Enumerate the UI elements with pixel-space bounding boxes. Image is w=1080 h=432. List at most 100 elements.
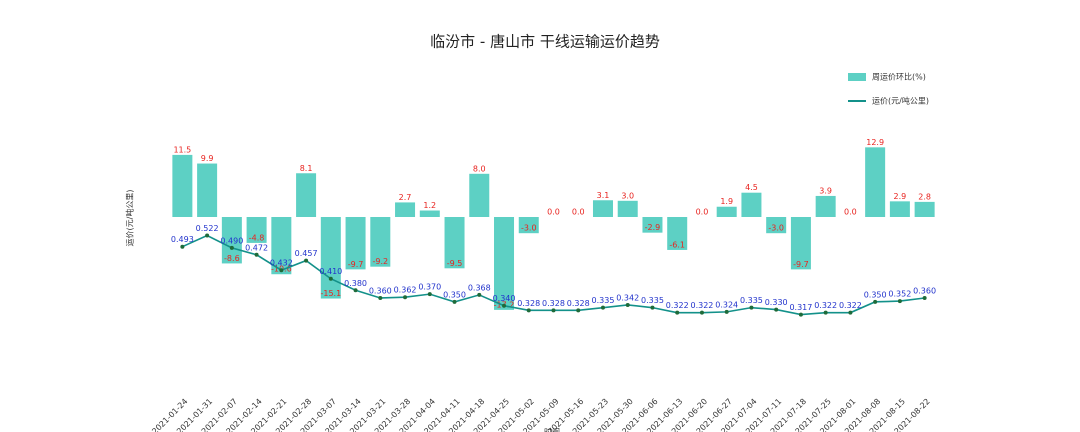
line-value-label: 0.322: [814, 301, 837, 310]
line-point: [699, 310, 704, 315]
line-point: [897, 299, 902, 304]
y-axis-label: 运价(元/吨公里): [125, 190, 135, 247]
line-point: [774, 307, 779, 312]
line-point: [848, 310, 853, 315]
bar-value-label: -8.6: [224, 254, 240, 263]
line-point: [427, 292, 432, 297]
bar: [914, 201, 935, 217]
bar-value-label: -9.2: [373, 257, 389, 266]
bar-value-label: 8.1: [300, 164, 313, 173]
line-point: [353, 288, 358, 293]
bar-value-label: -6.1: [669, 240, 685, 249]
line-value-label: 0.342: [616, 293, 639, 302]
legend-label: 周运价环比(%): [872, 72, 926, 82]
bar: [221, 217, 242, 264]
bar: [617, 200, 638, 217]
bar: [865, 147, 886, 217]
line-value-label: 0.360: [913, 287, 936, 296]
bar: [592, 200, 613, 217]
bar: [197, 163, 218, 217]
bar-value-label: 12.9: [866, 138, 884, 147]
line-value-label: 0.322: [690, 301, 713, 310]
line-value-label: 0.352: [888, 290, 911, 299]
line-value-label: 0.522: [196, 224, 219, 233]
bar: [370, 217, 391, 267]
bar: [172, 154, 193, 217]
line-point: [477, 292, 482, 297]
bar: [246, 217, 267, 243]
bar-value-label: 0.0: [696, 208, 709, 217]
line-point: [675, 310, 680, 315]
line-point: [279, 268, 284, 273]
bar-value-label: 1.2: [423, 201, 436, 210]
bar: [444, 217, 465, 269]
line-point: [600, 305, 605, 310]
chart-title: 临汾市 - 唐山市 干线运输运价趋势: [430, 33, 660, 51]
line-value-label: 0.368: [468, 283, 491, 292]
bar-value-label: 11.5: [173, 145, 191, 154]
line-point: [205, 233, 210, 238]
line-value-label: 0.335: [740, 296, 763, 305]
bar: [395, 202, 416, 217]
bar-value-label: -2.9: [645, 223, 661, 232]
line-point: [502, 303, 507, 308]
line-value-label: 0.410: [319, 267, 342, 276]
bar-value-label: -9.7: [793, 260, 809, 269]
line-point: [576, 308, 581, 313]
bar: [419, 210, 440, 217]
line-value-label: 0.322: [666, 301, 689, 310]
line-point: [304, 258, 309, 263]
line-value-label: 0.324: [715, 300, 738, 309]
bar: [494, 217, 515, 310]
bar: [518, 217, 539, 234]
bar: [766, 217, 787, 234]
line-point: [823, 310, 828, 315]
bar: [741, 192, 762, 217]
line-value-label: 0.328: [517, 299, 540, 308]
bar-value-label: 0.0: [572, 208, 585, 217]
line-point: [724, 309, 729, 314]
bar-value-label: 2.8: [918, 192, 931, 201]
line-value-label: 0.328: [567, 299, 590, 308]
line-point: [526, 308, 531, 313]
bar: [716, 206, 737, 217]
bar-value-label: 0.0: [844, 208, 857, 217]
bar-value-label: -9.7: [348, 260, 364, 269]
legend-swatch: [848, 73, 866, 81]
bar-value-label: -9.5: [447, 259, 463, 268]
line-value-label: 0.335: [641, 296, 664, 305]
bar-value-label: 2.7: [399, 193, 412, 202]
bar-value-label: 4.5: [745, 183, 758, 192]
bar-value-label: 0.0: [547, 208, 560, 217]
line-value-label: 0.472: [245, 243, 268, 252]
line-point: [749, 305, 754, 310]
line-point: [378, 296, 383, 300]
line-value-label: 0.370: [418, 283, 441, 292]
bar: [469, 173, 490, 217]
line-value-label: 0.362: [394, 286, 417, 295]
line-point: [229, 245, 234, 250]
line-point: [873, 299, 878, 304]
line-value-label: 0.490: [220, 236, 243, 245]
line-point: [922, 296, 927, 300]
bar: [889, 201, 910, 217]
line-value-label: 0.457: [295, 249, 318, 258]
x-axis-label: 时间: [544, 427, 560, 432]
bar: [667, 217, 688, 250]
bar-value-label: 2.9: [894, 192, 907, 201]
bar: [320, 217, 341, 299]
bar: [815, 195, 836, 217]
line-value-label: 0.317: [789, 303, 812, 312]
bar: [271, 217, 292, 275]
line-point: [254, 252, 259, 257]
bar: [642, 217, 663, 233]
line-value-label: 0.330: [765, 298, 788, 307]
line-value-label: 0.328: [542, 299, 565, 308]
bar-value-label: 9.9: [201, 154, 214, 163]
bar-value-label: 3.9: [819, 186, 832, 195]
bar-value-label: 1.9: [720, 197, 733, 206]
line-point: [328, 276, 333, 281]
line-value-label: 0.335: [592, 296, 615, 305]
line-value-label: 0.350: [443, 290, 466, 299]
line-point: [650, 305, 655, 310]
